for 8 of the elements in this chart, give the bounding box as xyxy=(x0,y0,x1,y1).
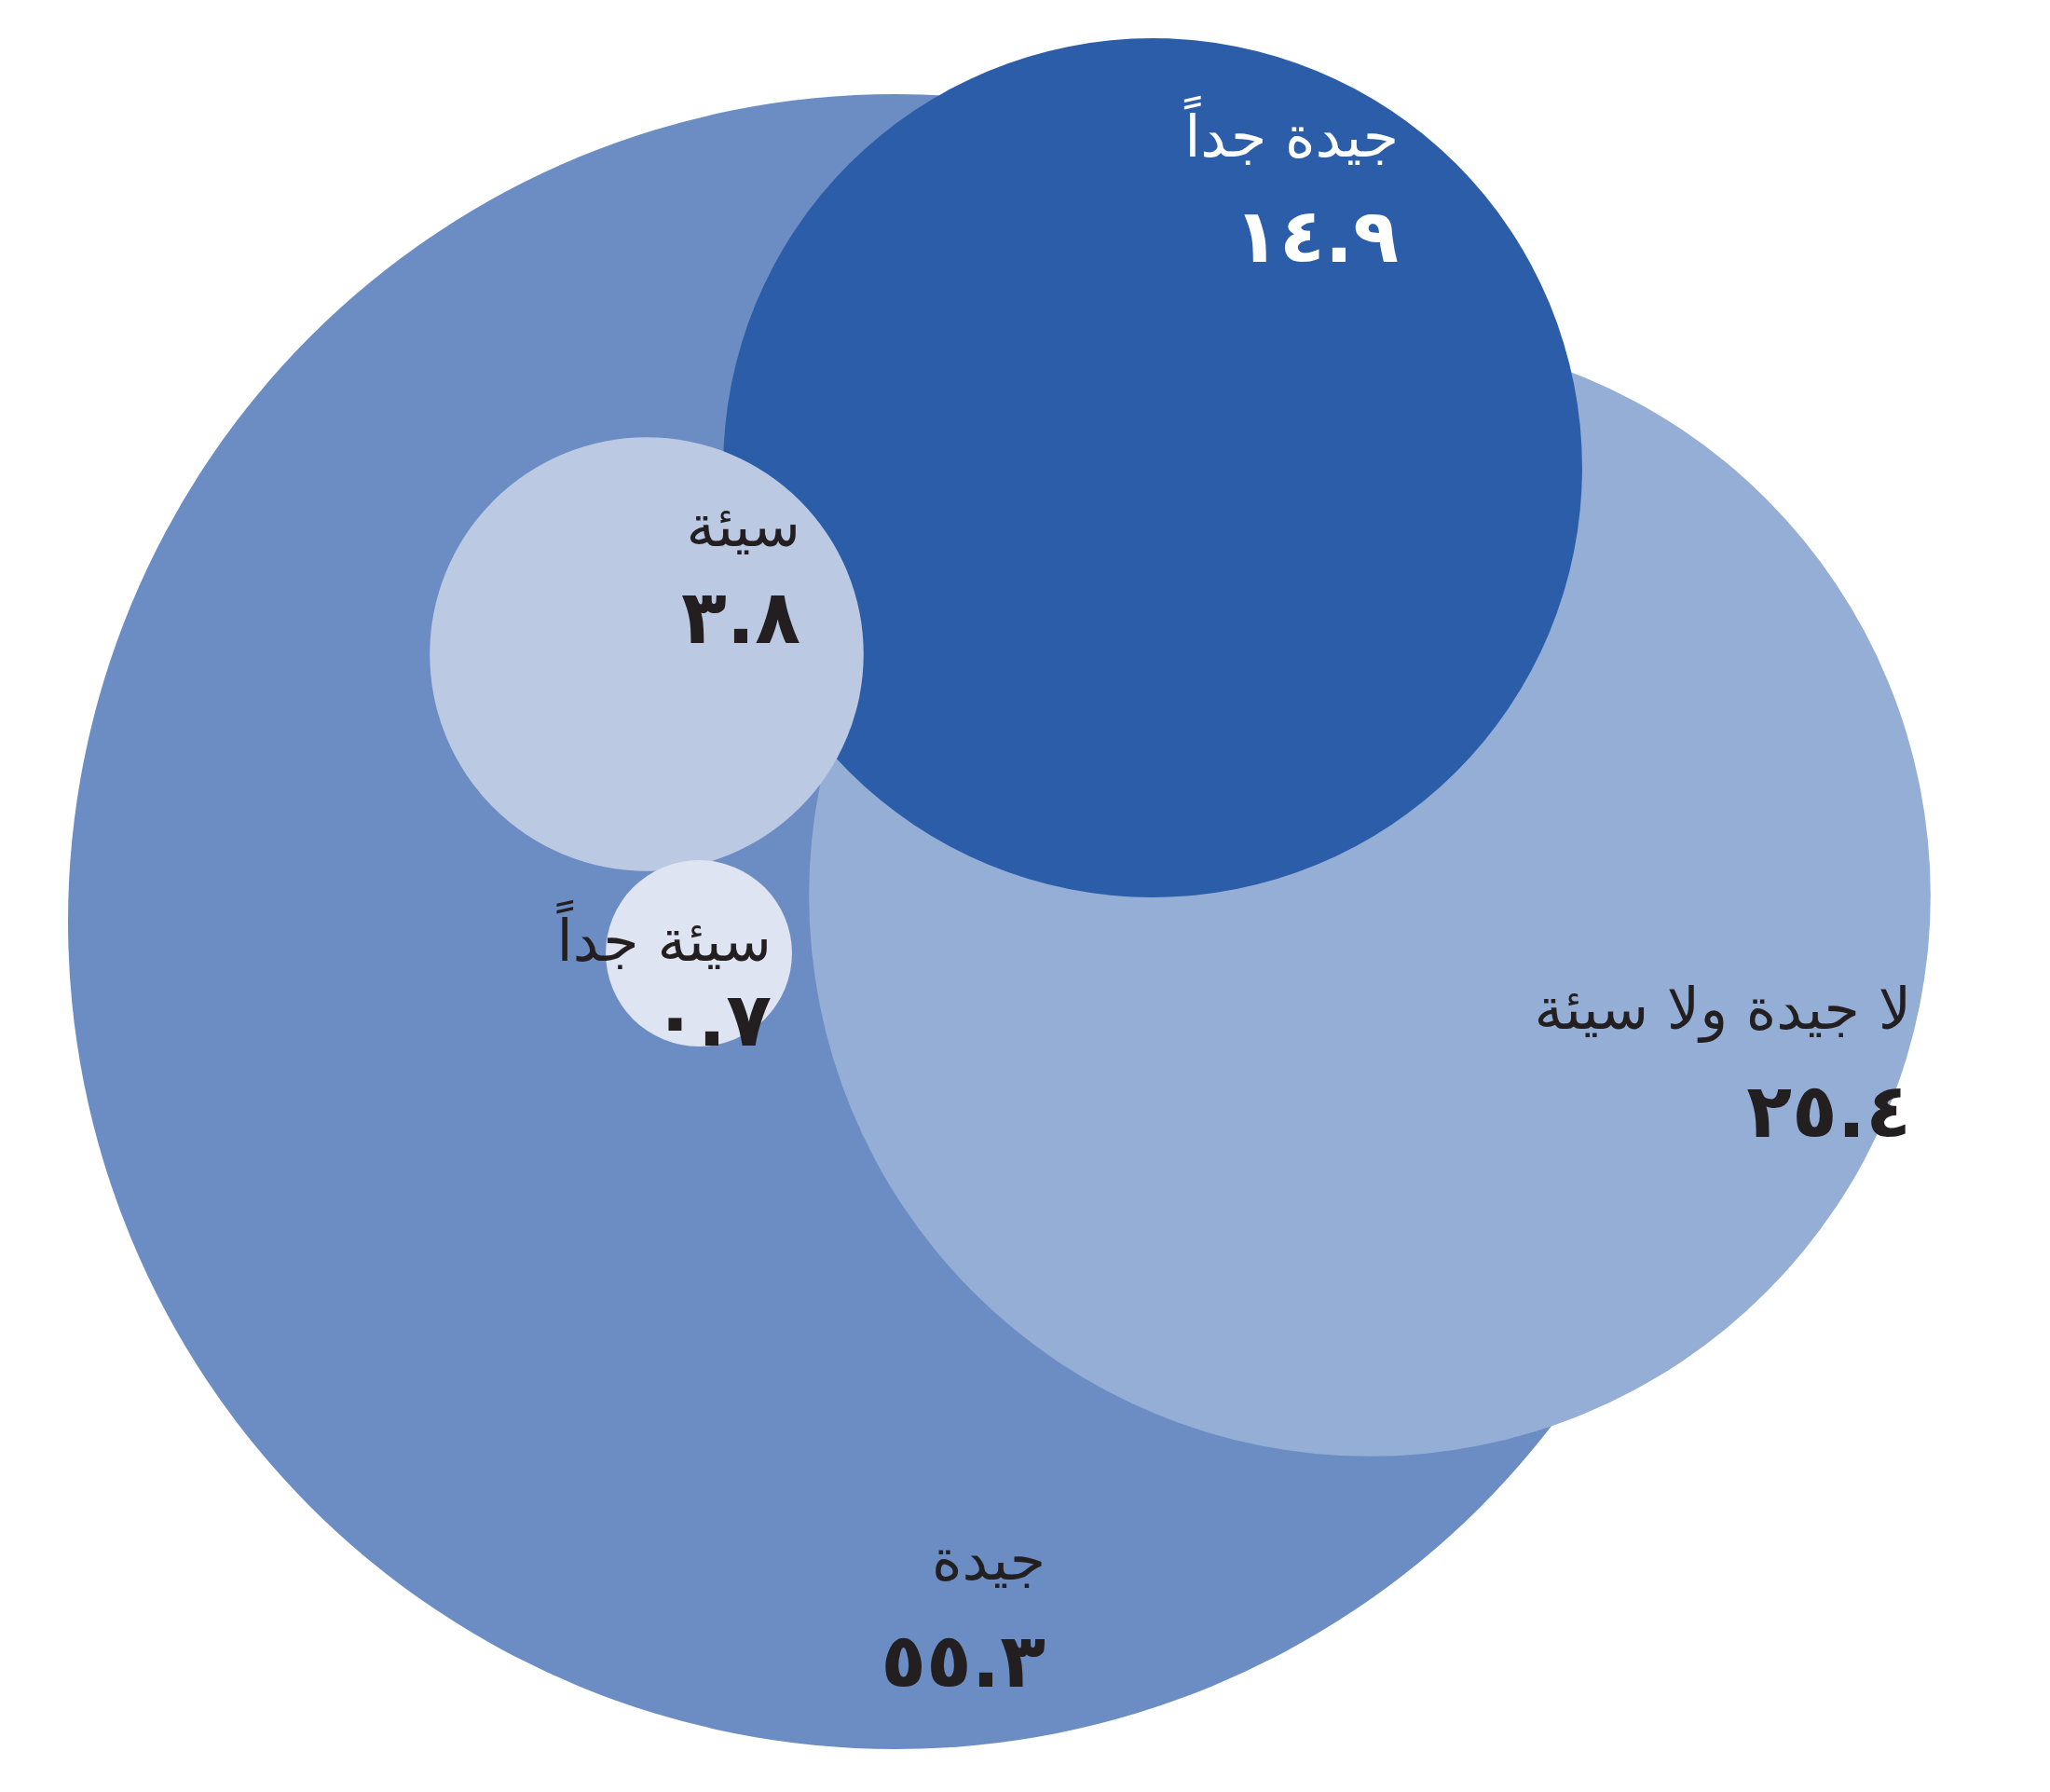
data-label: ١٤.٩ xyxy=(1234,193,1399,280)
data-label: ٠.٧ xyxy=(651,977,772,1063)
category-label: لا جيدة ولا سيئة xyxy=(1534,975,1911,1043)
category-label: جيدة جداً xyxy=(1183,95,1399,171)
category-label: جيدة xyxy=(931,1525,1046,1594)
data-label: ٥٥.٣ xyxy=(881,1618,1046,1704)
category-label: سيئة xyxy=(686,492,800,560)
data-label: ٣.٨ xyxy=(680,574,800,661)
